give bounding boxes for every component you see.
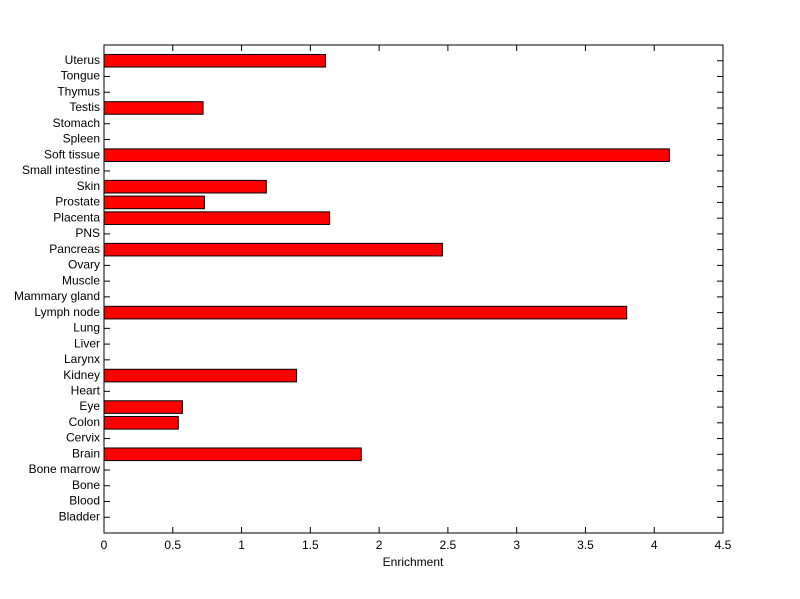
y-tick-label: PNS (75, 226, 100, 240)
y-tick-label: Bladder (59, 509, 100, 523)
y-tick-label: Lung (73, 321, 100, 335)
bar (103, 148, 670, 162)
y-tick-label: Larynx (64, 352, 100, 366)
bar (103, 416, 179, 430)
y-tick-label: Testis (69, 100, 100, 114)
x-tick-label: 4 (651, 538, 658, 552)
bar (103, 211, 331, 225)
y-tick-label: Small intestine (22, 163, 100, 177)
y-tick-label: Muscle (62, 273, 100, 287)
y-tick-label: Prostate (55, 195, 100, 209)
bar (103, 179, 267, 194)
y-tick-label: Cervix (66, 431, 100, 445)
x-tick-label: 3 (513, 538, 520, 552)
y-tick-label: Uterus (65, 53, 100, 67)
y-tick-label: Soft tissue (44, 147, 100, 161)
y-tick-label: Colon (69, 415, 100, 429)
y-tick-label: Skin (77, 179, 100, 193)
x-tick-label: 3.5 (577, 538, 594, 552)
bar (103, 195, 205, 210)
y-tick-label: Kidney (63, 368, 100, 382)
x-tick-label: 0.5 (164, 538, 181, 552)
y-tick-label: Mammary gland (14, 289, 100, 303)
y-tick-label: Blood (69, 494, 100, 508)
bar (103, 368, 298, 383)
y-tick-label: Lymph node (34, 305, 100, 319)
y-tick-label: Bone marrow (29, 462, 101, 476)
y-tick-label: Placenta (53, 210, 100, 224)
bar (103, 400, 183, 414)
x-axis-label: Enrichment (383, 555, 444, 569)
x-tick-label: 0 (101, 538, 108, 552)
y-tick-label: Tongue (61, 69, 101, 83)
bar (103, 101, 204, 115)
y-tick-label: Brain (72, 446, 100, 460)
y-tick-label: Eye (79, 399, 100, 413)
x-tick-label: 2 (376, 538, 383, 552)
y-tick-label: Stomach (53, 116, 100, 130)
x-tick-label: 1.5 (302, 538, 319, 552)
bar (103, 305, 628, 320)
bar (103, 447, 362, 462)
y-tick-label: Thymus (57, 84, 100, 98)
y-tick-label: Pancreas (49, 242, 100, 256)
x-tick-label: 2.5 (440, 538, 457, 552)
y-tick-label: Bone (72, 478, 100, 492)
bar (103, 53, 326, 68)
bar (103, 242, 443, 257)
y-tick-label: Spleen (63, 132, 100, 146)
x-tick-label: 1 (238, 538, 245, 552)
x-tick-label: 4.5 (715, 538, 732, 552)
y-tick-label: Liver (74, 336, 100, 350)
y-tick-label: Ovary (68, 258, 100, 272)
y-tick-label: Heart (71, 383, 101, 397)
plot-frame (103, 44, 724, 534)
